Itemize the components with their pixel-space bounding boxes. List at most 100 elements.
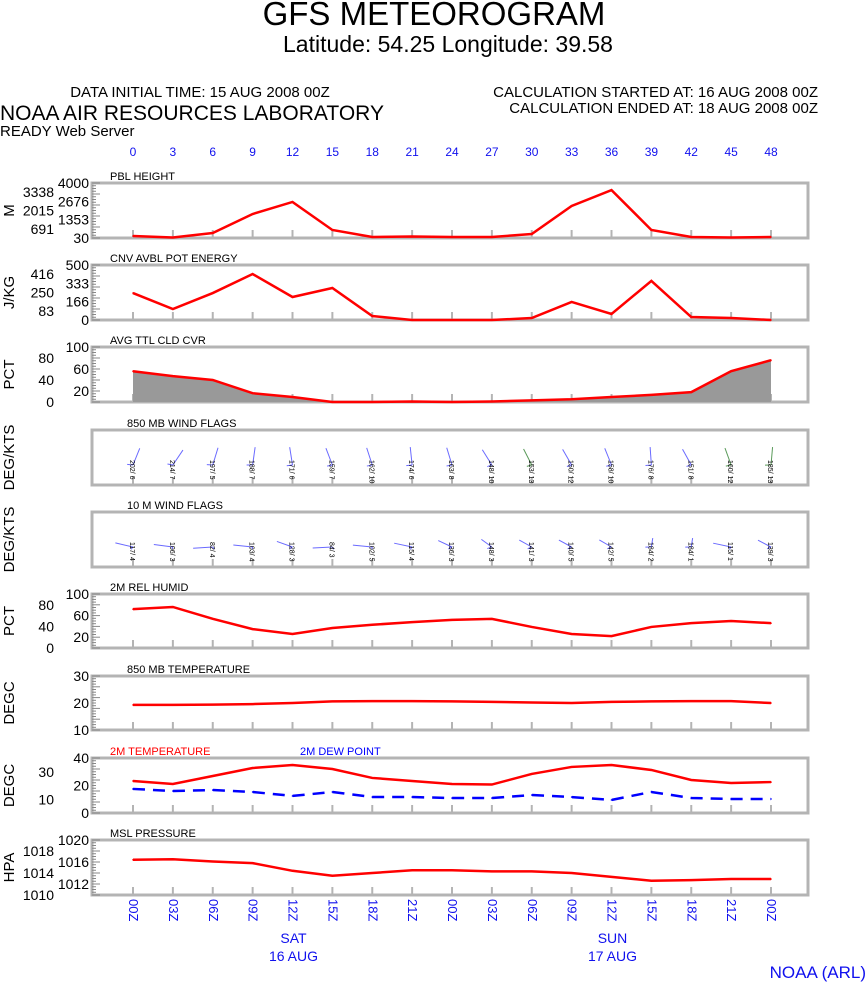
t2m-data-point <box>650 769 653 771</box>
x-bottom-tick-label: 00Z <box>764 899 779 921</box>
rh-data-point <box>371 623 374 626</box>
wind-flag-label: 153/ 13 <box>527 460 534 483</box>
rh-data-point <box>770 622 772 624</box>
x-bottom-tick-label: 15Z <box>644 899 659 921</box>
wind-flag-barb <box>331 546 335 550</box>
wind-flag-barb <box>567 546 572 550</box>
y-tick-label: 30 <box>38 764 54 780</box>
y-tick-label: 0 <box>46 640 54 656</box>
y-tick-label: 416 <box>31 266 55 282</box>
wind-flag-label: 174/ 6 <box>407 460 414 480</box>
t850-data-point <box>770 702 772 704</box>
t850-data-point <box>530 701 533 704</box>
rh-data-point <box>650 626 653 628</box>
x-bottom-tick-label: 21Z <box>405 899 420 921</box>
panel-title: MSL PRESSURE <box>110 828 196 840</box>
wind-flag-barb <box>127 463 134 466</box>
wind-flag-label: 159/ 7 <box>327 460 334 480</box>
panel-title: CNV AVBL POT ENERGY <box>110 253 238 265</box>
x-top-tick-label: 36 <box>605 145 619 159</box>
cape-data-point <box>211 292 214 294</box>
date-label: 16 AUG <box>269 948 318 964</box>
wind-flag-barb <box>606 464 612 467</box>
data-initial-time: DATA INITIAL TIME: 15 AUG 2008 00Z <box>70 84 330 101</box>
pres-data-point <box>610 876 613 878</box>
wind-flag-staff <box>276 540 293 548</box>
y-tick-label: 20 <box>73 695 89 711</box>
x-top-tick-label: 48 <box>764 145 778 159</box>
day-label: SAT <box>280 930 307 946</box>
wind-flag-barb <box>566 464 572 467</box>
y-axis-label: PCT <box>1 606 18 636</box>
x-top-tick-label: 3 <box>170 145 177 159</box>
t2m-data-point <box>730 782 732 784</box>
wind-flag-barb <box>171 546 174 550</box>
panel-title: 2M TEMPERATURE <box>110 746 210 758</box>
panel-title: 850 MB TEMPERATURE <box>127 664 250 676</box>
x-top-tick-label: 21 <box>405 145 419 159</box>
t2m-data-point <box>690 779 693 781</box>
t2m-data-point <box>770 798 772 800</box>
wind-flag-label: 128/ 3 <box>288 542 295 562</box>
t2m-data-point <box>491 783 493 786</box>
cape-data-point <box>610 313 613 315</box>
wind-flag-label: 151/ 8 <box>686 460 693 480</box>
rh-data-point <box>690 622 693 624</box>
t850-data-point <box>491 701 493 703</box>
wind-flag-staff <box>172 449 184 466</box>
cape-data-point <box>132 292 134 294</box>
x-bottom-tick-label: 18Z <box>684 899 699 921</box>
t2m-data-point <box>690 797 693 799</box>
t2m-data-point <box>331 791 334 793</box>
x-top-tick-label: 30 <box>525 145 539 159</box>
t2m-data-point <box>331 768 334 770</box>
pbl-data-point <box>331 229 334 231</box>
pres-data-point <box>132 859 134 861</box>
rh-data-point <box>730 620 732 622</box>
x-top-tick-label: 0 <box>130 145 137 159</box>
wind-flag-label: 139/ 3 <box>766 542 773 562</box>
footer-credit: NOAA (ARL) <box>770 963 866 982</box>
wind-flag-barb <box>251 546 254 550</box>
wind-flag-label: 102/ 5 <box>367 542 374 562</box>
wind-flag-barb <box>725 464 732 467</box>
wind-flag-barb <box>526 464 532 467</box>
x-bottom-tick-label: 15Z <box>325 899 340 921</box>
server-name: READY Web Server <box>0 123 135 140</box>
wind-flag-label: 163/ 8 <box>447 460 454 480</box>
x-top-tick-label: 15 <box>326 145 340 159</box>
pbl-data-point <box>251 213 254 215</box>
wind-flag-barb <box>289 546 293 550</box>
y-axis-label: HPA <box>1 853 18 883</box>
cape-data-point <box>690 316 693 318</box>
pbl-data-point <box>610 189 613 191</box>
y-tick-label: 100 <box>66 339 90 355</box>
t850-data-point <box>451 700 453 703</box>
cape-data-point <box>770 319 772 321</box>
cloud-data-point <box>610 396 613 398</box>
y-tick-label: 500 <box>66 257 90 273</box>
x-bottom-tick-label: 18Z <box>365 899 380 921</box>
cloud-data-point <box>291 396 294 398</box>
pres-data-point <box>211 860 214 863</box>
t850-data-point <box>291 702 294 704</box>
cloud-data-point <box>211 379 214 381</box>
cape-data-point <box>530 317 533 319</box>
panel-frame-pbl <box>90 181 810 240</box>
cloud-cover-area <box>133 360 771 402</box>
wind-flag-staff <box>446 447 453 466</box>
t2m-data-point <box>770 781 772 783</box>
wind-flag-staff <box>519 539 532 548</box>
x-top-tick-label: 6 <box>209 145 216 159</box>
cape-data-point <box>172 308 174 310</box>
x-top-tick-label: 33 <box>565 145 579 159</box>
wind-flag-staff <box>604 448 612 466</box>
cape-data-point <box>570 301 573 303</box>
panel-frame-wind10 <box>90 510 810 569</box>
t850-data-point <box>610 701 613 703</box>
x-top-tick-label: 45 <box>724 145 738 159</box>
x-top-tick-label: 27 <box>485 145 499 159</box>
y-tick-label: 333 <box>66 275 90 291</box>
wind-flag-staff <box>757 539 772 548</box>
t2m-data-point <box>570 796 573 798</box>
